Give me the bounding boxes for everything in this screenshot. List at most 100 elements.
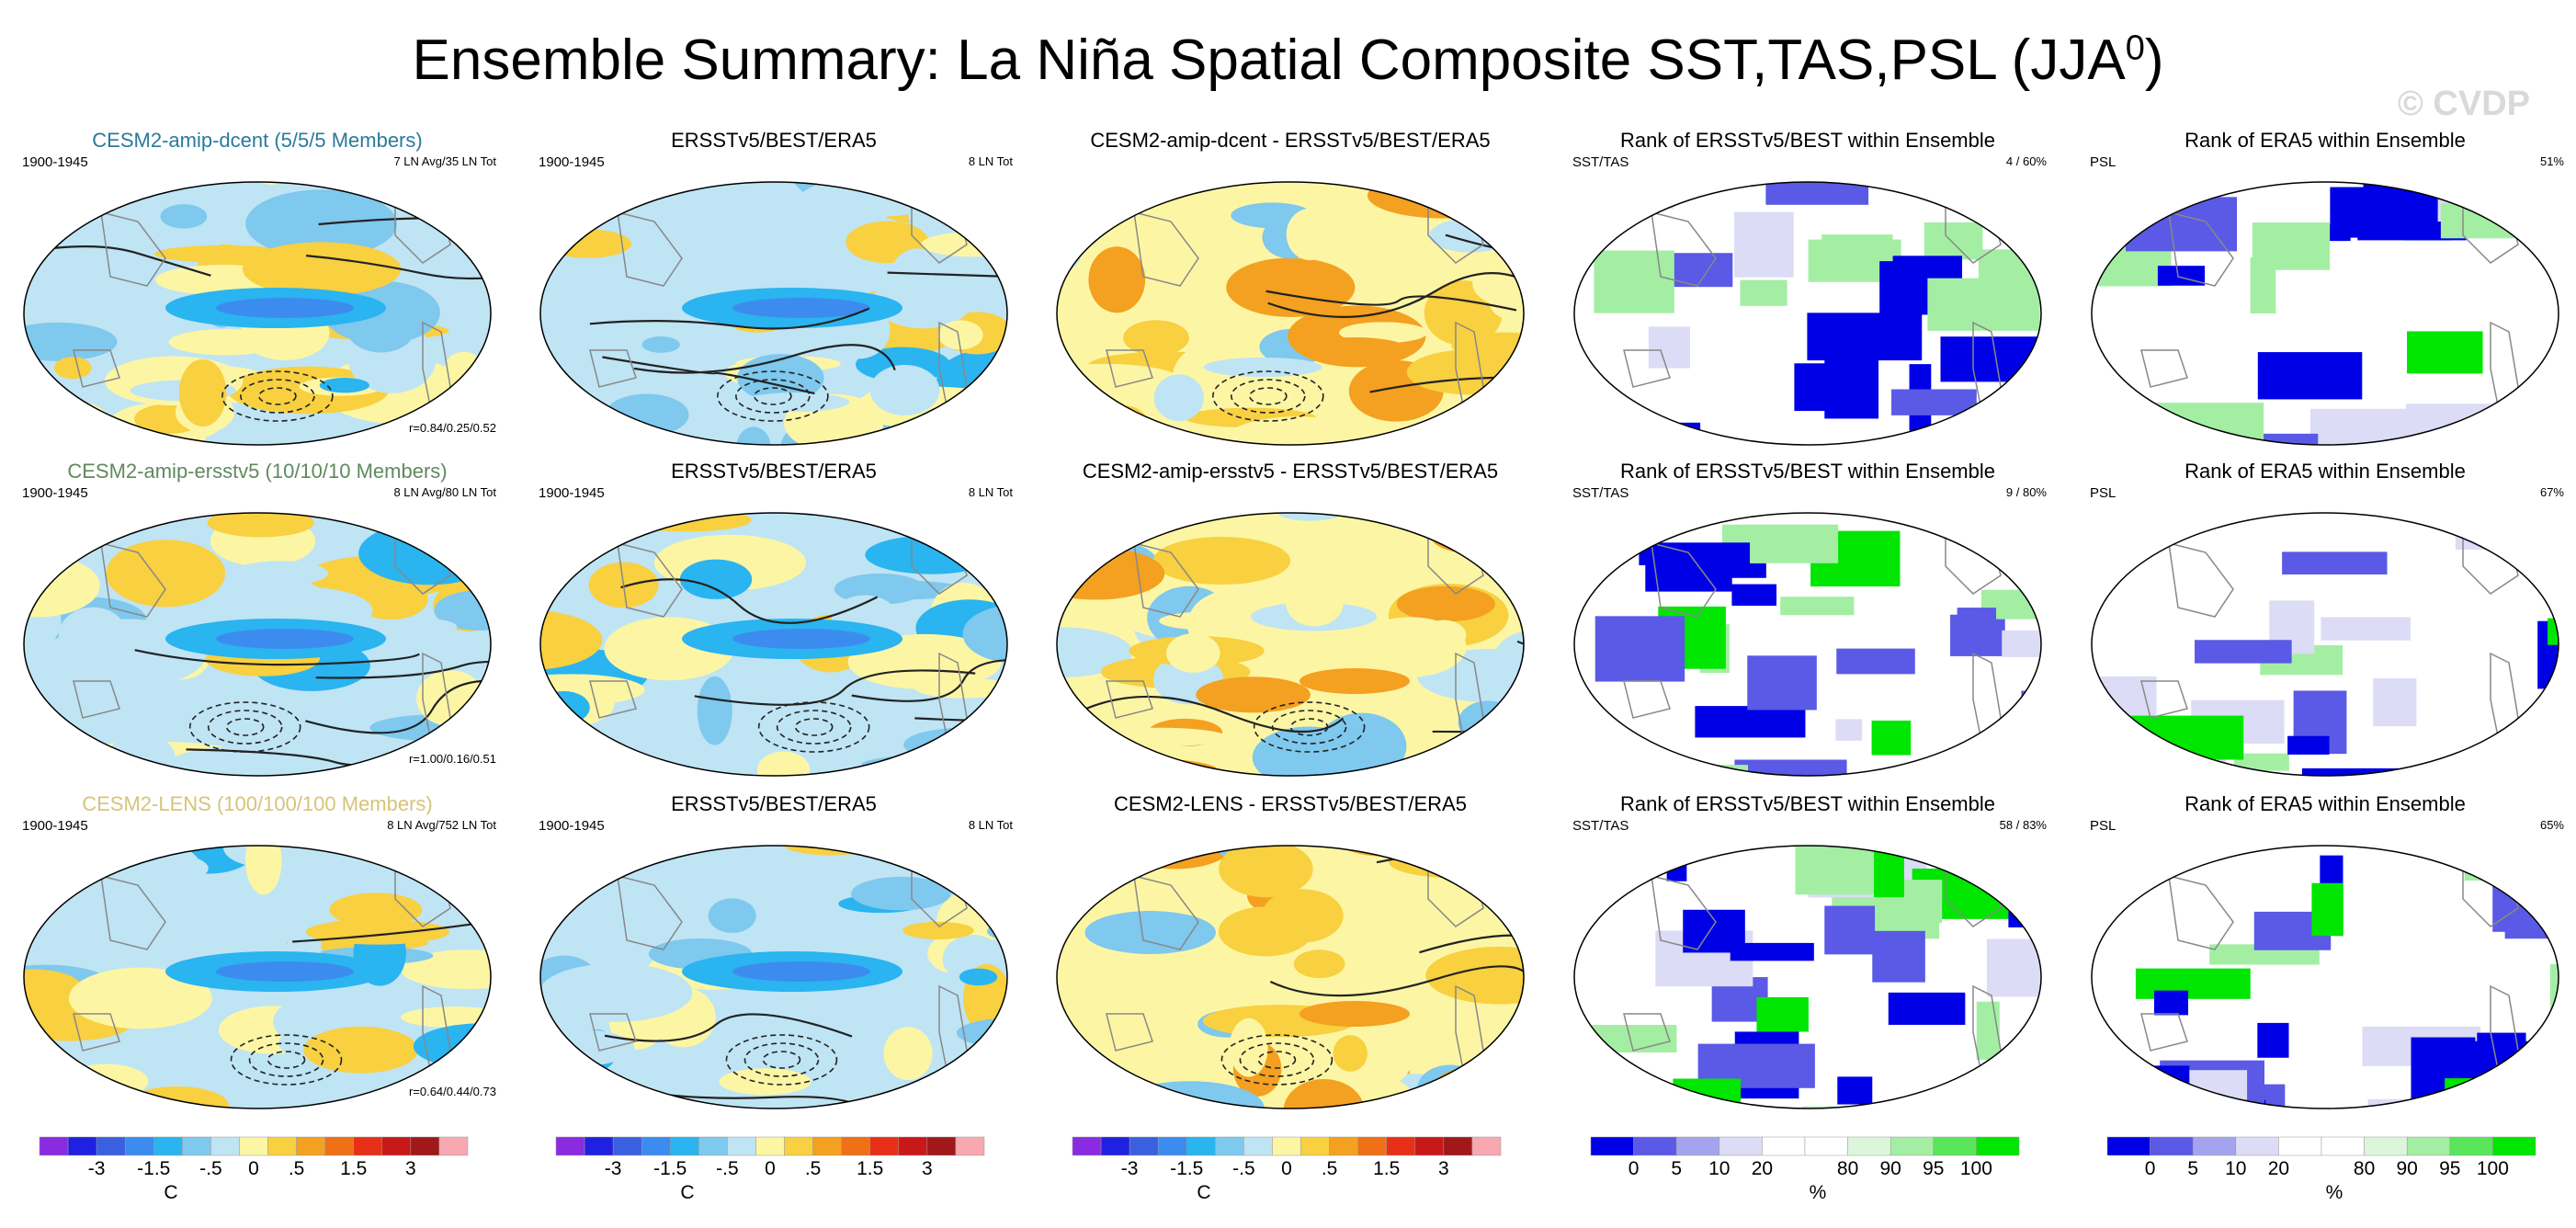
anomaly-blob: [24, 1056, 61, 1083]
psl-contour: [694, 669, 976, 706]
panel-count-label: 8 LN Avg/80 LN Tot: [393, 485, 496, 499]
psl-negative-contour: [717, 370, 829, 422]
colorbar-tick-label: 3: [1438, 1158, 1449, 1179]
anomaly-blob: [485, 518, 491, 566]
map-panel: Rank of ERA5 within Ensemble PSL 67%: [2077, 460, 2573, 781]
anomaly-blob: [1513, 747, 1524, 776]
panel-count-label: 8 LN Tot: [968, 154, 1013, 168]
anomaly-blob: [559, 846, 631, 873]
panel-correlation-label: r=0.64/0.44/0.73: [408, 1085, 496, 1098]
rank-cell: [2549, 421, 2559, 445]
rank-cell: [2233, 753, 2289, 771]
anomaly-blob: [1429, 218, 1514, 253]
colorbar-tick-label: -3: [1120, 1158, 1139, 1179]
globe-outline: [1056, 845, 1525, 1109]
panel-title: CESM2-amip-dcent (5/5/5 Members): [92, 129, 423, 152]
coastline: [73, 680, 120, 719]
anomaly-blob: [883, 1027, 933, 1081]
coastline: [1623, 349, 1671, 388]
globe-map: [539, 512, 1008, 777]
colorbar-swatch: [1443, 1136, 1473, 1156]
map-panel: ERSSTv5/BEST/ERA5 1900-1945 8 LN Tot: [526, 792, 1022, 1114]
globe-map: [1573, 181, 2042, 446]
coastline: [2168, 542, 2234, 618]
colorbar-swatch: [584, 1136, 614, 1156]
anomaly-blob: [1317, 712, 1407, 776]
anomaly-blob: [465, 184, 491, 210]
colorbar-swatch: [641, 1136, 671, 1156]
colorbar-swatch: [324, 1136, 354, 1156]
colorbar-swatches: [1072, 1136, 1502, 1156]
map-panel: CESM2-amip-dcent (5/5/5 Members) 1900-194…: [9, 129, 505, 450]
coastline: [1651, 542, 1717, 618]
rank-cell: [2257, 352, 2363, 400]
rank-cell: [2092, 418, 2178, 445]
colorbar-swatch: [1633, 1136, 1677, 1156]
coastline: [589, 680, 637, 719]
anomaly-blob: [303, 1026, 419, 1074]
colorbar-swatch: [1933, 1136, 1977, 1156]
colorbar-unit: C: [1197, 1182, 1211, 1203]
colorbar-swatch: [2235, 1136, 2279, 1156]
anomaly-blob: [1057, 413, 1137, 445]
anomaly-blob: [540, 963, 693, 1022]
anomaly-blob: [107, 1030, 208, 1061]
anomaly-blob: [385, 513, 460, 525]
anomaly-blob: [1083, 513, 1150, 535]
anomaly-blob: [447, 182, 491, 230]
rank-cell: [2549, 691, 2559, 758]
colorbar-swatch: [1590, 1136, 1634, 1156]
anomaly-blob: [24, 730, 82, 776]
panel-title: Rank of ERA5 within Ensemble: [2184, 792, 2466, 815]
panel-title: ERSSTv5/BEST/ERA5: [671, 129, 877, 152]
rank-cell: [2301, 768, 2405, 776]
colorbar-tick-label: -1.5: [653, 1158, 687, 1179]
psl-negative-contour: [776, 710, 852, 745]
panel-count-label: 67%: [2539, 485, 2564, 499]
anomaly-blob: [1468, 674, 1524, 699]
colorbar-swatch: [438, 1136, 469, 1156]
globe-outline: [2091, 181, 2559, 446]
rank-cell: [1726, 563, 1766, 578]
colorbar-swatch: [1300, 1136, 1330, 1156]
rank-cell: [2561, 393, 2573, 450]
anomaly-colorbar: -3 -1.5 -.5 0 .5 1.5 3 C: [555, 1136, 987, 1210]
anomaly-blob: [1286, 579, 1344, 627]
anomaly-blob: [641, 336, 680, 353]
psl-negative-contour: [230, 1034, 343, 1086]
psl-negative-contour: [1212, 370, 1324, 422]
rank-cell: [2136, 1065, 2190, 1109]
rank-cell: [2157, 266, 2206, 286]
rank-cell: [1824, 352, 1879, 419]
coastline: [617, 211, 683, 287]
anomaly-blob: [434, 590, 491, 631]
colorbar-swatch: [1100, 1136, 1130, 1156]
nino-cold-core: [732, 629, 870, 649]
coastline: [1133, 875, 1199, 950]
psl-negative-contour: [258, 387, 297, 405]
map-panel: Rank of ERSSTv5/BEST within Ensemble SST/…: [1560, 129, 2056, 450]
psl-contour: [292, 920, 491, 943]
rank-cell: [2094, 224, 2116, 245]
anomaly-blob: [959, 968, 998, 986]
anomaly-blob: [53, 357, 92, 380]
anomaly-blob: [962, 605, 1007, 664]
coastline: [2168, 211, 2234, 287]
field-background: [2092, 182, 2559, 445]
colorbar-swatch: [2406, 1136, 2451, 1156]
psl-contour: [1376, 847, 1524, 864]
psl-negative-contour: [225, 718, 265, 736]
psl-negative-contour: [240, 379, 315, 414]
panel-period-label: 1900-1945: [539, 485, 605, 501]
colorbar-swatches: [2106, 1136, 2536, 1156]
anomaly-blob: [1153, 374, 1204, 422]
panel-title: Rank of ERA5 within Ensemble: [2184, 460, 2466, 483]
colorbar-tick-label: 0: [248, 1158, 259, 1179]
panel-title: CESM2-LENS (100/100/100 Members): [82, 792, 433, 815]
colorbar-swatch: [1329, 1136, 1358, 1156]
colorbar-swatch: [755, 1136, 785, 1156]
anomaly-blob: [993, 410, 1007, 445]
panel-count-label: 8 LN Avg/752 LN Tot: [387, 818, 496, 832]
anomaly-blob: [851, 876, 951, 911]
anomaly-blob: [902, 921, 974, 939]
